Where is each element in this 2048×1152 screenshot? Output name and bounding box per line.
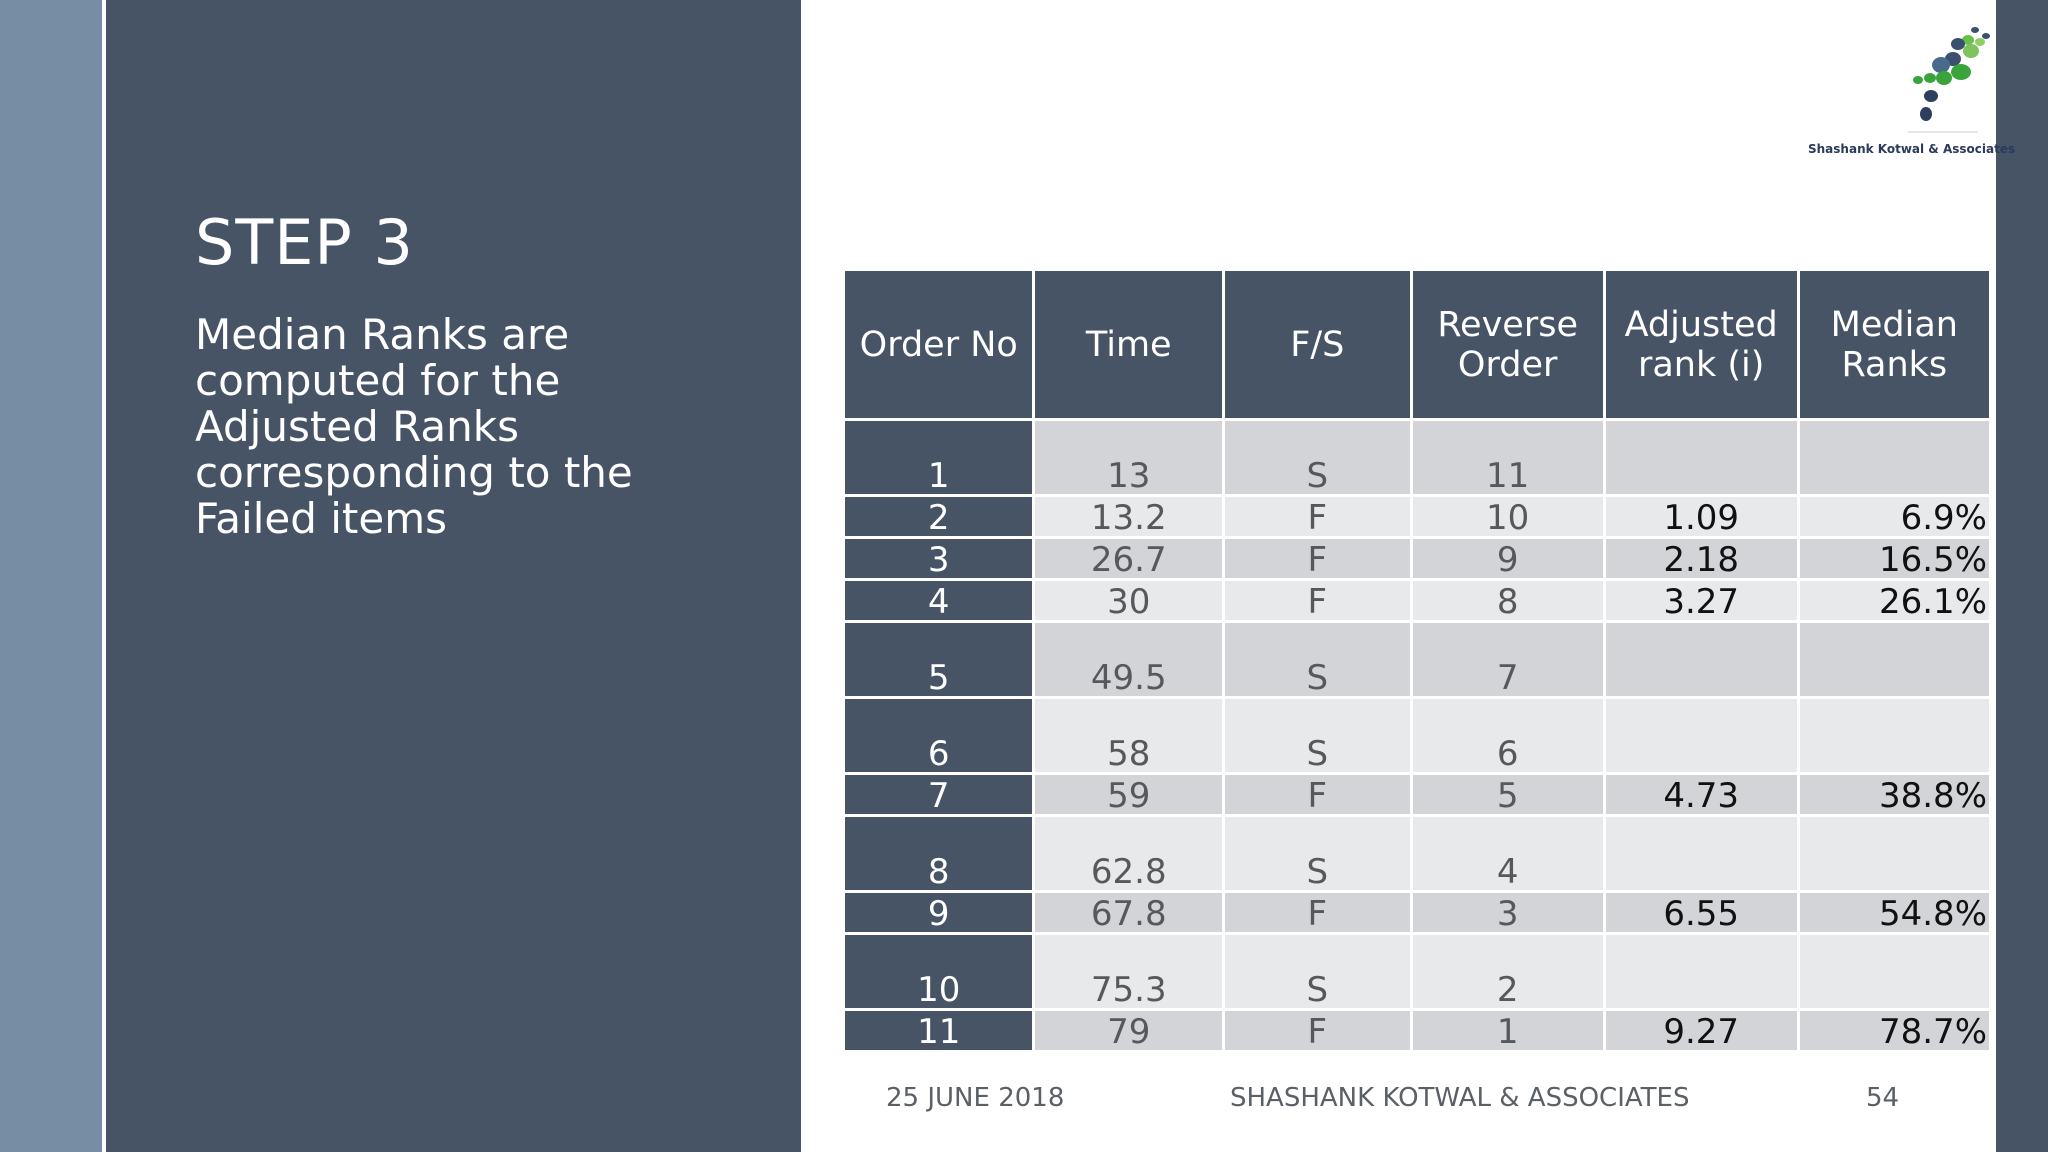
cell-adjusted	[1605, 623, 1797, 696]
cell-reverse: 5	[1412, 775, 1603, 814]
table-row: 7 59 F 5 4.73 38.8%	[845, 775, 1989, 814]
cell-reverse: 10	[1412, 497, 1603, 536]
left-panel	[106, 0, 801, 1152]
cell-adjusted	[1605, 699, 1797, 772]
header-median-ranks: Median Ranks	[1799, 271, 1989, 418]
cell-reverse: 2	[1412, 935, 1603, 1008]
cell-reverse: 4	[1412, 817, 1603, 890]
cell-fs: F	[1225, 775, 1410, 814]
cell-fs: S	[1225, 699, 1410, 772]
table-header-row: Order No Time F/S Reverse Order Adjusted…	[845, 271, 1989, 418]
footer-page-number: 54	[1866, 1083, 1900, 1113]
cell-order: 4	[845, 581, 1033, 620]
cell-fs: F	[1225, 893, 1410, 932]
divider-line	[102, 0, 106, 1152]
table-row: 1 13 S 11	[845, 421, 1989, 494]
cell-median: 6.9%	[1799, 497, 1989, 536]
header-adjusted-rank: Adjusted rank (i)	[1605, 271, 1797, 418]
cell-order: 8	[845, 817, 1033, 890]
header-reverse-order: Reverse Order	[1412, 271, 1603, 418]
header-time: Time	[1035, 271, 1223, 418]
cell-adjusted	[1605, 935, 1797, 1008]
cell-median	[1799, 699, 1989, 772]
cell-adjusted	[1605, 421, 1797, 494]
cell-reverse: 3	[1412, 893, 1603, 932]
cell-median	[1799, 935, 1989, 1008]
cell-fs: S	[1225, 817, 1410, 890]
cell-reverse: 9	[1412, 539, 1603, 578]
cell-median	[1799, 421, 1989, 494]
cell-fs: F	[1225, 1011, 1410, 1050]
table-row: 10 75.3 S 2	[845, 935, 1989, 1008]
cell-time: 59	[1035, 775, 1223, 814]
table-row: 11 79 F 1 9.27 78.7%	[845, 1011, 1989, 1050]
cell-reverse: 1	[1412, 1011, 1603, 1050]
cell-adjusted	[1605, 817, 1797, 890]
cell-order: 2	[845, 497, 1033, 536]
cell-median: 78.7%	[1799, 1011, 1989, 1050]
cell-median: 38.8%	[1799, 775, 1989, 814]
table-row: 2 13.2 F 10 1.09 6.9%	[845, 497, 1989, 536]
cell-time: 13	[1035, 421, 1223, 494]
header-order-no: Order No	[845, 271, 1033, 418]
cell-time: 79	[1035, 1011, 1223, 1050]
cell-time: 62.8	[1035, 817, 1223, 890]
table-row: 8 62.8 S 4	[845, 817, 1989, 890]
cell-adjusted: 4.73	[1605, 775, 1797, 814]
table-row: 4 30 F 8 3.27 26.1%	[845, 581, 1989, 620]
table-row: 5 49.5 S 7	[845, 623, 1989, 696]
cell-adjusted: 1.09	[1605, 497, 1797, 536]
cell-reverse: 7	[1412, 623, 1603, 696]
cell-reverse: 11	[1412, 421, 1603, 494]
header-fs: F/S	[1225, 271, 1410, 418]
cell-fs: S	[1225, 935, 1410, 1008]
cell-adjusted: 9.27	[1605, 1011, 1797, 1050]
cell-adjusted: 6.55	[1605, 893, 1797, 932]
cell-order: 7	[845, 775, 1033, 814]
logo-caption: Shashank Kotwal & Associates	[1808, 142, 2016, 156]
cell-time: 49.5	[1035, 623, 1223, 696]
cell-time: 30	[1035, 581, 1223, 620]
cell-reverse: 8	[1412, 581, 1603, 620]
right-accent-strip	[1996, 0, 2048, 1152]
cell-median: 16.5%	[1799, 539, 1989, 578]
cell-fs: S	[1225, 623, 1410, 696]
cell-reverse: 6	[1412, 699, 1603, 772]
footer-date: 25 JUNE 2018	[886, 1083, 1065, 1113]
cell-order: 9	[845, 893, 1033, 932]
cell-order: 5	[845, 623, 1033, 696]
cell-time: 26.7	[1035, 539, 1223, 578]
cell-order: 11	[845, 1011, 1033, 1050]
table-row: 9 67.8 F 3 6.55 54.8%	[845, 893, 1989, 932]
cell-median: 26.1%	[1799, 581, 1989, 620]
table-row: 3 26.7 F 9 2.18 16.5%	[845, 539, 1989, 578]
cell-time: 13.2	[1035, 497, 1223, 536]
slide-title: STEP 3	[195, 206, 414, 279]
footer-company: SHASHANK KOTWAL & ASSOCIATES	[1230, 1083, 1690, 1113]
slide-body-text: Median Ranks are computed for the Adjust…	[195, 310, 633, 543]
cell-median	[1799, 623, 1989, 696]
median-ranks-table: Order No Time F/S Reverse Order Adjusted…	[842, 268, 1992, 1053]
cell-time: 58	[1035, 699, 1223, 772]
cell-fs: S	[1225, 421, 1410, 494]
cell-adjusted: 3.27	[1605, 581, 1797, 620]
cell-time: 75.3	[1035, 935, 1223, 1008]
left-accent-strip	[0, 0, 102, 1152]
cell-order: 10	[845, 935, 1033, 1008]
cell-adjusted: 2.18	[1605, 539, 1797, 578]
cell-fs: F	[1225, 539, 1410, 578]
cell-fs: F	[1225, 497, 1410, 536]
cell-order: 1	[845, 421, 1033, 494]
table-row: 6 58 S 6	[845, 699, 1989, 772]
cell-time: 67.8	[1035, 893, 1223, 932]
cell-order: 3	[845, 539, 1033, 578]
cell-median	[1799, 817, 1989, 890]
cell-fs: F	[1225, 581, 1410, 620]
company-logo-icon	[1908, 27, 1990, 133]
cell-order: 6	[845, 699, 1033, 772]
cell-median: 54.8%	[1799, 893, 1989, 932]
